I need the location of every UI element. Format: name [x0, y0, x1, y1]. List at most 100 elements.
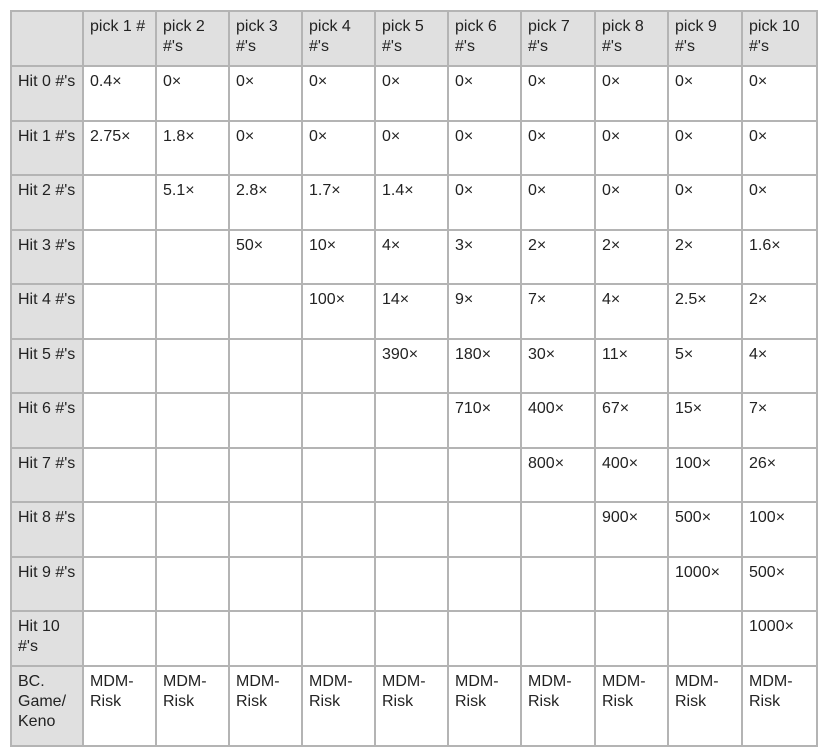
table-row: Hit 3 #'s 50× 10× 4× 3× 2× 2× 2× 1.6× [10, 228, 818, 285]
payout-cell: 0× [447, 65, 522, 122]
payout-cell: 400× [594, 446, 669, 503]
payout-cell: MDM-Risk [520, 664, 596, 747]
payout-cell: 7× [520, 283, 596, 340]
payout-cell [447, 555, 522, 612]
column-header: pick 3 #'s [228, 10, 303, 67]
payout-cell [374, 446, 449, 503]
row-header: Hit 8 #'s [10, 501, 84, 558]
payout-cell: 1.8× [155, 119, 230, 176]
row-header: Hit 5 #'s [10, 337, 84, 394]
table-row: Hit 0 #'s 0.4× 0× 0× 0× 0× 0× 0× 0× 0× 0× [10, 65, 818, 122]
payout-cell: 710× [447, 392, 522, 449]
table-row: BC. Game/ Keno MDM-Risk MDM-Risk MDM-Risk MD… [10, 664, 818, 747]
table-row: Hit 2 #'s 5.1× 2.8× 1.7× 1.4× 0× 0× 0× 0× 0× [10, 174, 818, 231]
payout-cell: MDM-Risk [594, 664, 669, 747]
payout-cell: 2× [520, 228, 596, 285]
payout-cell [374, 555, 449, 612]
column-header: pick 6 #'s [447, 10, 522, 67]
payout-cell: 11× [594, 337, 669, 394]
payout-cell [520, 555, 596, 612]
payout-cell: 0× [667, 65, 743, 122]
payout-cell [374, 610, 449, 667]
payout-cell [520, 610, 596, 667]
payout-cell: 1000× [667, 555, 743, 612]
payout-cell [228, 337, 303, 394]
row-header: Hit 9 #'s [10, 555, 84, 612]
table-row: Hit 9 #'s 1000× 500× [10, 555, 818, 612]
payout-cell: 0× [374, 65, 449, 122]
payout-cell: 2.8× [228, 174, 303, 231]
row-header: Hit 3 #'s [10, 228, 84, 285]
column-header: pick 7 #'s [520, 10, 596, 67]
table-row: Hit 10 #'s 1000× [10, 610, 818, 667]
payout-cell [82, 283, 157, 340]
payout-cell: 0× [741, 65, 818, 122]
payout-cell: 9× [447, 283, 522, 340]
payout-cell [155, 228, 230, 285]
payout-cell: 0× [667, 119, 743, 176]
row-header: Hit 10 #'s [10, 610, 84, 667]
payout-cell [82, 610, 157, 667]
payout-cell: 390× [374, 337, 449, 394]
payout-cell [155, 337, 230, 394]
column-header: pick 2 #'s [155, 10, 230, 67]
row-header: BC. Game/ Keno [10, 664, 84, 747]
payout-cell [301, 555, 376, 612]
row-header: Hit 0 #'s [10, 65, 84, 122]
payout-cell [228, 555, 303, 612]
payout-cell [82, 392, 157, 449]
payout-cell [667, 610, 743, 667]
row-header: Hit 7 #'s [10, 446, 84, 503]
payout-cell: 1.6× [741, 228, 818, 285]
payout-cell: 2.75× [82, 119, 157, 176]
column-header: pick 4 #'s [301, 10, 376, 67]
payout-cell: 4× [741, 337, 818, 394]
payout-cell: 0× [741, 119, 818, 176]
payout-cell [228, 283, 303, 340]
payout-cell: 0× [228, 119, 303, 176]
payout-cell [301, 337, 376, 394]
payout-cell [228, 610, 303, 667]
payout-cell: 1000× [741, 610, 818, 667]
payout-cell: 30× [520, 337, 596, 394]
payout-cell: 2× [667, 228, 743, 285]
payout-cell: 800× [520, 446, 596, 503]
payout-cell: 26× [741, 446, 818, 503]
payout-cell: 100× [667, 446, 743, 503]
payout-cell: 14× [374, 283, 449, 340]
payout-cell: 100× [301, 283, 376, 340]
table-row: Hit 8 #'s 900× 500× 100× [10, 501, 818, 558]
payout-cell [82, 228, 157, 285]
payout-cell: 3× [447, 228, 522, 285]
payout-cell: 100× [741, 501, 818, 558]
payout-cell [447, 501, 522, 558]
payout-cell [155, 610, 230, 667]
payout-cell: 7× [741, 392, 818, 449]
row-header: Hit 4 #'s [10, 283, 84, 340]
table-row: Hit 7 #'s 800× 400× 100× 26× [10, 446, 818, 503]
column-header: pick 8 #'s [594, 10, 669, 67]
payout-cell: 1.4× [374, 174, 449, 231]
payout-cell: MDM-Risk [82, 664, 157, 747]
payout-cell: 2× [594, 228, 669, 285]
payout-cell: 0.4× [82, 65, 157, 122]
payout-cell: 900× [594, 501, 669, 558]
payout-cell: 0× [447, 119, 522, 176]
payout-cell: 0× [520, 119, 596, 176]
payout-cell: 1.7× [301, 174, 376, 231]
payout-cell [594, 610, 669, 667]
payout-cell: 400× [520, 392, 596, 449]
payout-cell: 0× [155, 65, 230, 122]
payout-cell [155, 392, 230, 449]
payout-cell: 180× [447, 337, 522, 394]
payout-cell: 4× [594, 283, 669, 340]
column-header: pick 1 # [82, 10, 157, 67]
payout-cell [301, 392, 376, 449]
payout-cell: MDM-Risk [301, 664, 376, 747]
payout-cell: 0× [741, 174, 818, 231]
payout-cell: 2.5× [667, 283, 743, 340]
payout-cell [82, 501, 157, 558]
payout-cell [228, 446, 303, 503]
row-header: Hit 6 #'s [10, 392, 84, 449]
payout-cell: 500× [741, 555, 818, 612]
